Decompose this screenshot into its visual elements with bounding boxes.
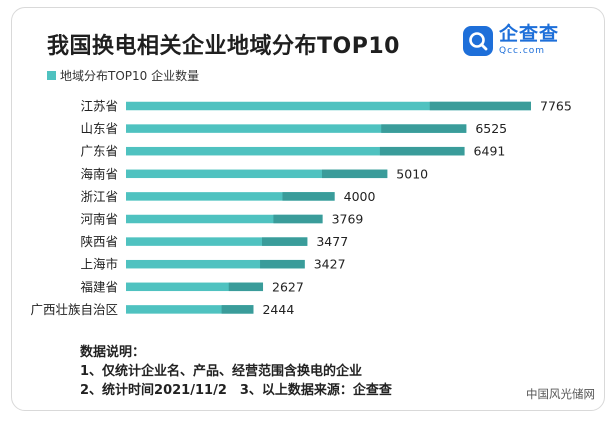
bar [126,282,264,292]
bar [126,305,254,314]
watermark: 中国风光储网 [526,387,595,401]
value-label: 3427 [314,257,346,272]
qcc-logo: 企查查 Qcc.com [463,25,559,56]
category-label: 广西壮族自治区 [30,302,118,317]
value-label: 5010 [396,166,428,181]
bar-shade [262,237,308,246]
bar-shade [429,101,531,111]
bar-shade [321,169,388,179]
bar [126,259,305,269]
value-label: 2444 [262,302,294,317]
category-label: 上海市 [80,257,118,272]
category-label: 海南省 [80,166,118,181]
bar-shade [282,192,335,201]
category-label: 广东省 [80,144,118,159]
bar [126,146,465,156]
bar-shade [379,146,465,156]
bar [126,101,531,111]
category-label: 陕西省 [80,234,118,249]
value-label: 3769 [332,212,364,227]
bar-shade [260,259,305,269]
notes-line-2: 2、统计时间2021/11/2 3、以上数据来源：企查查 [80,383,392,398]
bar-shade [228,282,264,292]
bar [126,214,323,224]
bar [126,192,335,201]
logo-domain: Qcc.com [499,46,546,56]
legend: 地域分布TOP10 企业数量 [47,67,199,84]
legend-label: 地域分布TOP10 企业数量 [60,69,200,83]
value-label: 4000 [344,189,376,204]
bar [126,169,388,179]
value-label: 7765 [540,99,572,114]
category-label: 福建省 [80,279,118,294]
bar-shade [381,124,467,133]
category-label: 山东省 [80,121,118,136]
value-label: 3477 [316,234,348,249]
category-label: 浙江省 [80,189,118,204]
value-label: 2627 [272,279,304,294]
notes-heading: 数据说明： [80,345,146,360]
data-notes: 数据说明： 1、仅统计企业名、产品、经营范围含换电的企业 2、统计时间2021/… [80,343,392,400]
value-label: 6525 [475,121,507,136]
category-label: 河南省 [80,212,118,227]
category-label: 江苏省 [80,99,118,114]
magnifier-icon [463,25,493,56]
bar-shade [221,305,254,314]
chart-card [11,7,605,411]
bar-shade [273,214,323,224]
chart-title: 我国换电相关企业地域分布TOP10 [47,34,400,59]
value-label: 6491 [474,144,506,159]
bar [126,124,467,133]
legend-swatch [47,71,56,80]
notes-line-1: 1、仅统计企业名、产品、经营范围含换电的企业 [80,364,363,379]
bar [126,237,308,246]
logo-name: 企查查 [499,23,560,45]
